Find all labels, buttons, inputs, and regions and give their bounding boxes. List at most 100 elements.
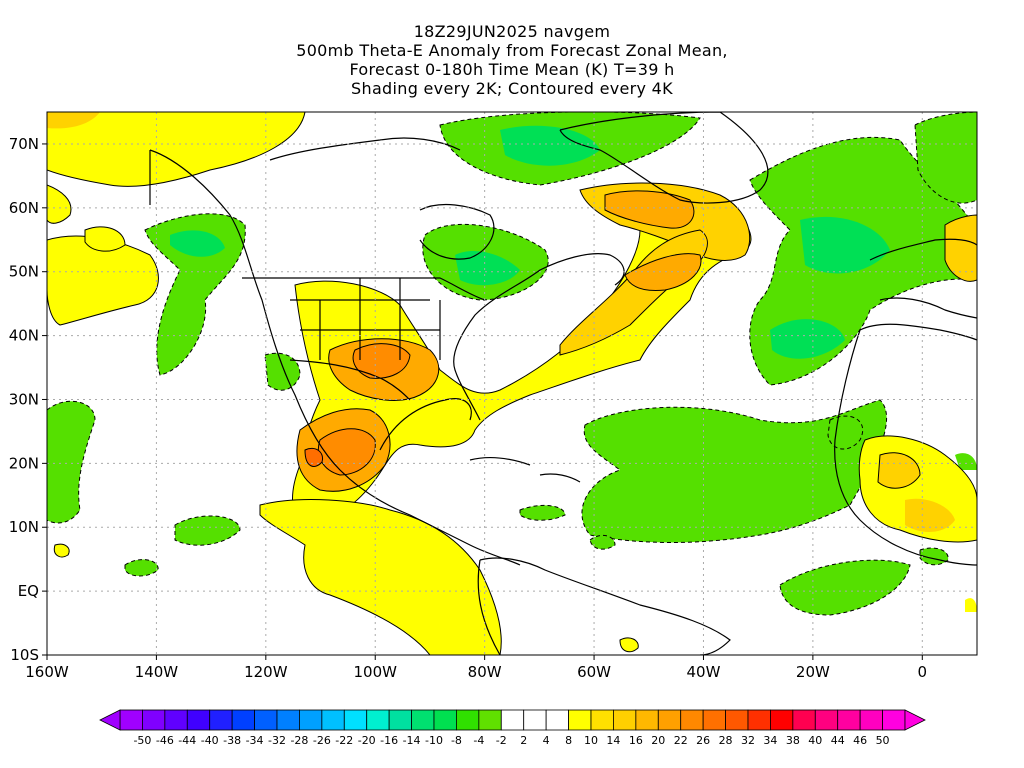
colorbar-cell <box>680 709 704 731</box>
colorbar-cell <box>276 709 300 731</box>
boundary-us-states-1 <box>290 278 441 360</box>
colorbar-cell <box>568 709 592 731</box>
colorbar-labels: -50 -46 -44 -40 -38 -34 -32 -28 -26 -22 -20 -16 -14-… <box>133 734 889 747</box>
coastline-caribbean <box>469 456 581 483</box>
colorbar-label: -34 <box>246 734 264 747</box>
colorbar-label: -44 <box>178 734 196 747</box>
colorbar-cell <box>613 709 637 731</box>
colorbar-label: 20 <box>651 734 665 747</box>
colorbar-label: 34 <box>763 734 777 747</box>
colorbar-cell <box>366 709 390 731</box>
lat-label: 10N <box>9 518 39 536</box>
anomaly-shading <box>47 112 977 655</box>
title-line-4: Shading every 2K; Contoured every 4K <box>351 79 673 98</box>
green-region-small-1 <box>174 515 241 546</box>
colorbar-label: 28 <box>719 734 733 747</box>
colorbar-label: 40 <box>808 734 822 747</box>
latitude-labels: 70N 60N 50N 40N 30N 20N 10N EQ 10S <box>9 135 39 664</box>
orange-region-greenland <box>604 190 695 229</box>
lon-label: 160W <box>25 663 69 681</box>
colorbar-label: -14 <box>403 734 421 747</box>
green-region-alaska <box>144 213 246 376</box>
orange-region-atlantic-core <box>624 253 702 291</box>
lon-label: 20W <box>796 663 830 681</box>
lat-label: 20N <box>9 454 39 472</box>
lon-label: 80W <box>468 663 502 681</box>
colorbar-label: -16 <box>380 734 398 747</box>
lat-label: EQ <box>18 582 39 600</box>
colorbar-label: -46 <box>156 734 174 747</box>
colorbar-label: 44 <box>831 734 845 747</box>
colorbar-label: -50 <box>133 734 151 747</box>
title-line-3: Forecast 0-180h Time Mean (K) T=39 h <box>349 60 675 79</box>
colorbar-label: -38 <box>223 734 241 747</box>
colorbar-label: -28 <box>290 734 308 747</box>
colorbar-cell <box>456 709 480 731</box>
colorbar-label: 32 <box>741 734 755 747</box>
yellow-region-canada-north-2 <box>47 112 100 129</box>
yellow-region-north-greenland <box>215 112 300 135</box>
colorbar-cell <box>590 709 614 731</box>
coastline-gulf <box>379 398 472 451</box>
colorbar-cell <box>299 709 323 731</box>
colorbar-cell <box>635 709 659 731</box>
colorbar-cell <box>321 709 345 731</box>
title-line-2: 500mb Theta-E Anomaly from Forecast Zona… <box>296 41 728 60</box>
colorbar-label: 8 <box>565 734 572 747</box>
lat-label: 70N <box>9 135 39 153</box>
coastline-africa <box>834 323 977 566</box>
green-region-atlantic-inner2 <box>770 319 845 359</box>
boundary-us-mexico <box>289 359 411 401</box>
yellow-region-africa-west-coast <box>905 498 955 532</box>
lon-label: 40W <box>687 663 721 681</box>
coastline-south-america-west <box>477 559 501 655</box>
yellow-region-pacific-nw-inner <box>84 226 126 252</box>
colorbar-cell <box>837 709 861 731</box>
colorbar-cell <box>343 709 368 731</box>
colorbar-cell <box>792 709 816 731</box>
colorbar-label: -8 <box>451 734 462 747</box>
longitude-labels: 160W 140W 120W 100W 80W 60W 40W 20W 0 <box>25 663 927 681</box>
colorbar-cell <box>702 709 726 731</box>
colorbar-cells <box>99 709 926 731</box>
title-line-1: 18Z29JUN2025 navgem <box>413 22 611 41</box>
lat-label: 50N <box>9 263 39 281</box>
boundary-us-canada <box>242 277 486 301</box>
coastline-south-america <box>479 557 731 655</box>
lon-label: 0 <box>918 663 928 681</box>
coastline-hudson-bay <box>419 204 495 260</box>
colorbar-label: -22 <box>335 734 353 747</box>
map-title: 18Z29JUN2025 navgem 500mb Theta-E Anomal… <box>0 22 1024 98</box>
lat-label: 40N <box>9 327 39 345</box>
yellow-region-west-africa-inner <box>877 452 921 489</box>
green-region-small-4 <box>589 534 616 550</box>
colorbar-label: -40 <box>201 734 219 747</box>
colorbar-label: -4 <box>473 734 484 747</box>
lon-label: 120W <box>244 663 288 681</box>
colorbar-label: 10 <box>584 734 598 747</box>
colorbar-cell <box>725 709 749 731</box>
colorbar-cell <box>119 709 143 731</box>
green-region-alaska-inner <box>170 230 225 257</box>
colorbar-cell <box>142 709 166 731</box>
colorbar-label: 46 <box>853 734 867 747</box>
coastline-europe <box>869 238 977 319</box>
lon-label: 140W <box>135 663 179 681</box>
colorbar-label: -10 <box>425 734 443 747</box>
green-region-small-3 <box>519 504 566 521</box>
yellow-region-mexico-central <box>259 499 502 655</box>
map-frame <box>46 111 978 656</box>
coastline-north-america-east <box>453 253 625 421</box>
colorbar-cell <box>657 709 682 731</box>
lat-label: 30N <box>9 390 39 408</box>
colorbar-label: 22 <box>674 734 688 747</box>
green-region-atlantic-inner <box>800 216 890 274</box>
colorbar-cell <box>411 709 435 731</box>
colorbar-left-arrow <box>99 709 121 731</box>
colorbar-label: 4 <box>543 734 550 747</box>
colorbar-cell <box>545 709 569 731</box>
green-region-west-pacific <box>47 400 96 524</box>
lon-label: 60W <box>577 663 611 681</box>
colorbar-cell <box>186 709 211 731</box>
